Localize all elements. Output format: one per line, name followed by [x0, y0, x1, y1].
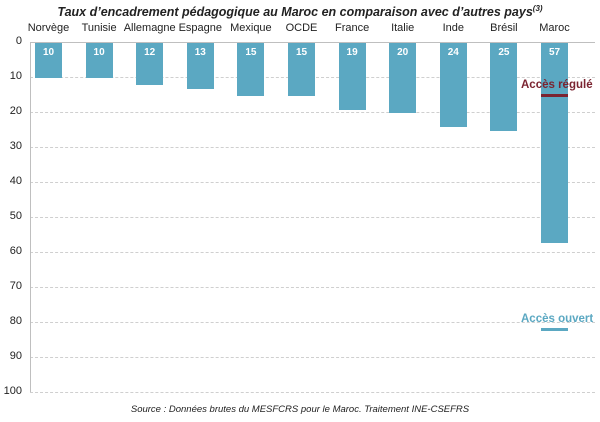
bar: [288, 43, 315, 96]
bar: [389, 43, 417, 113]
y-tick-label: 20: [9, 105, 22, 117]
bar: [85, 43, 113, 78]
y-tick-label: 90: [9, 350, 22, 362]
bar-value-label: 19: [346, 47, 358, 58]
source-note: Source : Données brutes du MESFCRS pour …: [130, 404, 470, 415]
bar: [136, 43, 164, 85]
chart-title: Taux d’encadrement pédagogique au Maroc …: [0, 4, 600, 19]
category-label: Allemagne: [123, 22, 176, 34]
category-label: Tunisie: [81, 22, 117, 34]
gridline: [30, 392, 595, 393]
y-tick-label: 60: [9, 245, 22, 257]
annotation-marker: [541, 93, 568, 97]
gridline: [30, 112, 595, 113]
category-label: Maroc: [539, 22, 570, 34]
y-tick-label: 50: [9, 210, 22, 222]
bar: [490, 43, 518, 131]
annotation-marker: [541, 328, 568, 331]
category-label: Norvège: [27, 22, 70, 34]
gridline: [30, 217, 595, 218]
y-tick-label: 10: [9, 70, 22, 82]
x-axis-line: [30, 42, 595, 43]
y-tick-label: 80: [9, 315, 22, 327]
bar-value-label: 25: [498, 47, 510, 58]
y-tick-label: 30: [9, 140, 22, 152]
gridline: [30, 182, 595, 183]
category-label: Inde: [442, 22, 464, 34]
gridline: [30, 322, 595, 323]
bar-value-label: 57: [548, 47, 561, 58]
bar-value-label: 13: [194, 47, 206, 58]
bar-value-label: 15: [295, 47, 308, 58]
category-label: Brésil: [490, 22, 518, 34]
bar: [35, 43, 62, 78]
annotation-label: Accès ouvert: [521, 313, 594, 325]
category-label: Espagne: [178, 22, 223, 34]
bar: [186, 43, 214, 89]
bar: [439, 43, 467, 127]
bar-value-label: 24: [447, 47, 459, 58]
title-footnote: (3): [532, 4, 543, 13]
y-tick-label: 100: [3, 385, 22, 397]
annotation-label: Accès régulé: [521, 78, 593, 91]
bar: [338, 43, 366, 110]
category-label: France: [334, 22, 370, 34]
category-label: Mexique: [230, 22, 272, 34]
gridline: [30, 287, 595, 288]
bar-value-label: 15: [245, 47, 257, 58]
bar: [237, 43, 265, 96]
bar-value-label: 10: [93, 47, 105, 58]
category-label: OCDE: [285, 22, 318, 34]
y-tick-label: 70: [9, 280, 22, 292]
gridline: [30, 357, 595, 358]
chart-title-text: Taux d’encadrement pédagogique au Maroc …: [57, 5, 533, 20]
gridline: [30, 252, 595, 253]
bar-value-label: 20: [397, 47, 409, 58]
category-label: Italie: [391, 22, 415, 34]
y-tick-label: 40: [9, 175, 22, 187]
bar-value-label: 12: [144, 47, 156, 58]
bar-value-label: 10: [42, 47, 55, 58]
y-axis-line: [30, 42, 31, 392]
gridline: [30, 147, 595, 148]
bar: [541, 43, 568, 243]
y-tick-label: 0: [15, 35, 22, 47]
